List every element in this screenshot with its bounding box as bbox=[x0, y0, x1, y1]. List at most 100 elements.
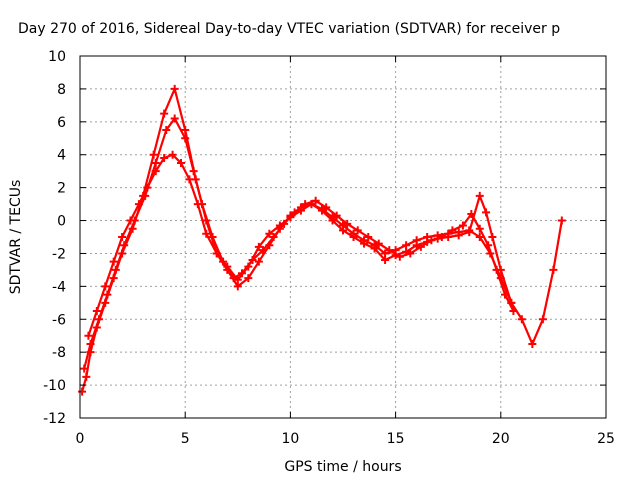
data-point bbox=[507, 298, 516, 307]
data-point bbox=[269, 233, 278, 241]
chart-title: Day 270 of 2016, Sidereal Day-to-day VTE… bbox=[18, 21, 560, 37]
y-tick-label: -10 bbox=[43, 378, 66, 394]
y-tick-label: 10 bbox=[48, 49, 66, 65]
data-point bbox=[475, 191, 484, 200]
data-point bbox=[78, 387, 87, 396]
data-point bbox=[80, 364, 89, 373]
data-point bbox=[193, 200, 202, 209]
data-point bbox=[120, 241, 129, 250]
data-point bbox=[444, 233, 453, 241]
data-point bbox=[496, 265, 505, 274]
y-tick-label: 8 bbox=[57, 82, 66, 98]
data-point bbox=[360, 239, 369, 248]
data-point bbox=[126, 216, 135, 225]
data-point bbox=[475, 233, 484, 241]
x-tick-label: 0 bbox=[76, 431, 85, 447]
y-tick-label: -6 bbox=[52, 312, 66, 328]
data-point bbox=[423, 237, 432, 246]
data-point bbox=[465, 228, 474, 237]
data-point bbox=[509, 307, 518, 316]
y-tick-label: -2 bbox=[52, 246, 66, 262]
y-tick-label: 6 bbox=[57, 115, 66, 131]
data-point bbox=[149, 150, 158, 159]
x-tick-label: 5 bbox=[181, 431, 190, 447]
data-point bbox=[111, 265, 120, 274]
data-point bbox=[374, 239, 383, 248]
data-point bbox=[322, 203, 331, 212]
data-point bbox=[332, 211, 341, 220]
data-point bbox=[391, 251, 400, 260]
data-point bbox=[118, 233, 127, 241]
y-tick-label: -12 bbox=[43, 411, 66, 427]
axis-ticks: 0 5 10 15 20 25 -12 -10 -8 -6 -4 -2 0 2 4 6 8 10 bbox=[43, 49, 615, 447]
data-point bbox=[433, 234, 442, 243]
data-point bbox=[307, 200, 316, 209]
series-2-line bbox=[83, 117, 515, 370]
y-tick-label: 2 bbox=[57, 181, 66, 197]
series-3-line bbox=[87, 153, 513, 337]
data-point bbox=[162, 126, 171, 135]
data-point bbox=[82, 372, 91, 381]
data-point bbox=[176, 158, 185, 167]
data-point bbox=[317, 206, 326, 215]
y-tick-label: -4 bbox=[52, 279, 66, 295]
data-point bbox=[528, 339, 537, 348]
data-point bbox=[286, 213, 295, 222]
data-point bbox=[134, 200, 143, 209]
data-point bbox=[254, 242, 263, 251]
data-point bbox=[296, 206, 305, 215]
data-point bbox=[244, 262, 253, 271]
data-point bbox=[170, 114, 179, 123]
data-point bbox=[349, 233, 358, 241]
data-point bbox=[328, 216, 337, 225]
data-point bbox=[202, 229, 211, 238]
x-tick-label: 25 bbox=[597, 431, 615, 447]
data-point bbox=[412, 241, 421, 250]
y-axis-label: SDTVAR / TECUs bbox=[8, 180, 24, 295]
data-point bbox=[212, 249, 221, 258]
data-point bbox=[475, 224, 484, 233]
data-point bbox=[151, 158, 160, 167]
data-point bbox=[517, 315, 526, 324]
data-point bbox=[168, 150, 177, 159]
data-point bbox=[458, 221, 467, 230]
data-point bbox=[275, 221, 284, 230]
data-point bbox=[181, 126, 190, 135]
data-point bbox=[94, 315, 103, 324]
y-tick-label: 4 bbox=[57, 148, 66, 164]
data-point bbox=[254, 257, 263, 266]
data-point bbox=[170, 84, 179, 93]
data-point bbox=[101, 282, 110, 291]
data-point bbox=[454, 231, 463, 240]
plot-frame bbox=[79, 55, 607, 419]
data-point bbox=[353, 226, 362, 235]
data-point bbox=[385, 246, 394, 255]
data-point bbox=[189, 167, 198, 176]
x-tick-label: 20 bbox=[492, 431, 510, 447]
data-point bbox=[343, 219, 352, 228]
data-point bbox=[151, 167, 160, 176]
data-point bbox=[311, 196, 320, 205]
x-axis-label: GPS time / hours bbox=[284, 459, 401, 475]
data-point bbox=[86, 339, 95, 348]
data-point bbox=[160, 109, 169, 118]
data-point bbox=[160, 154, 169, 163]
data-point bbox=[143, 183, 152, 192]
data-point bbox=[370, 244, 379, 253]
data-point bbox=[259, 246, 268, 255]
data-point bbox=[538, 315, 547, 324]
data-point bbox=[244, 274, 253, 283]
data-point bbox=[448, 226, 457, 235]
data-point bbox=[488, 233, 497, 241]
series-1-line bbox=[81, 87, 563, 393]
y-tick-label: -8 bbox=[52, 345, 66, 361]
data-point bbox=[103, 290, 112, 299]
data-point bbox=[364, 233, 373, 241]
data-point bbox=[84, 331, 93, 340]
data-point bbox=[233, 275, 242, 284]
data-point bbox=[181, 134, 190, 143]
data-point bbox=[402, 247, 411, 256]
data-point bbox=[381, 256, 390, 265]
data-point bbox=[92, 307, 101, 316]
data-point bbox=[185, 175, 194, 184]
